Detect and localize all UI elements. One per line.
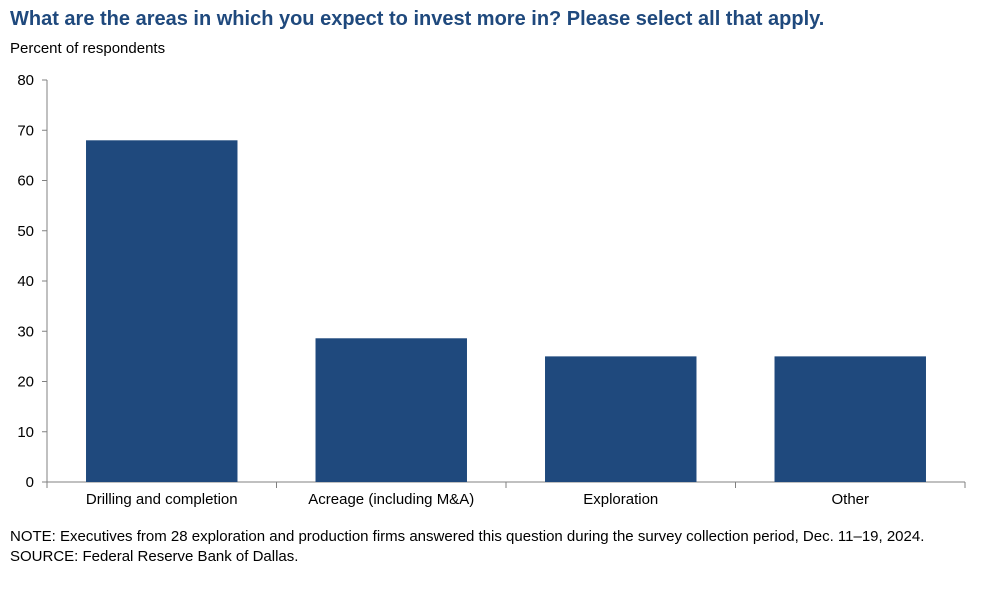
note-text: NOTE: Executives from 28 exploration and… xyxy=(10,528,925,545)
y-axis-label: Percent of respondents xyxy=(10,40,166,57)
y-tick-label: 80 xyxy=(17,72,34,89)
footnotes: NOTE: Executives from 28 exploration and… xyxy=(10,527,962,567)
bar xyxy=(545,356,697,482)
chart-title: What are the areas in which you expect t… xyxy=(10,8,825,30)
bar xyxy=(315,338,467,482)
y-tick-label: 10 xyxy=(17,424,34,441)
x-tick-label: Exploration xyxy=(583,491,658,508)
y-tick-label: 20 xyxy=(17,374,34,391)
source-text: SOURCE: Federal Reserve Bank of Dallas. xyxy=(10,548,299,565)
y-tick-label: 30 xyxy=(17,323,34,340)
x-tick-label: Acreage (including M&A) xyxy=(308,491,474,508)
y-tick-label: 40 xyxy=(17,273,34,290)
y-tick-label: 50 xyxy=(17,223,34,240)
bar xyxy=(774,356,926,482)
x-tick-label: Other xyxy=(831,491,869,508)
y-tick-label: 60 xyxy=(17,173,34,190)
y-tick-label: 70 xyxy=(17,122,34,139)
y-tick-label: 0 xyxy=(26,474,34,491)
bar xyxy=(86,140,238,483)
x-tick-label: Drilling and completion xyxy=(86,491,238,508)
